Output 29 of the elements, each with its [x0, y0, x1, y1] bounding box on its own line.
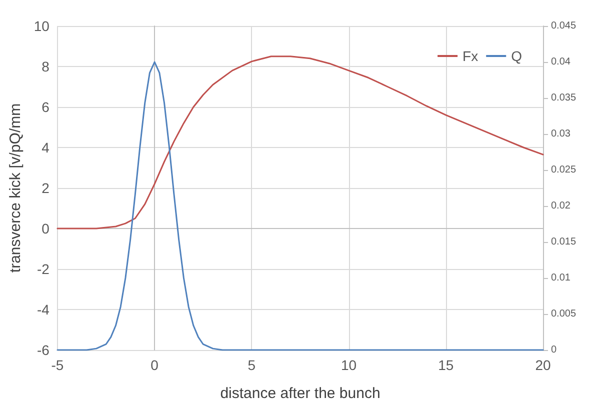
- y-tick-label: 2: [42, 180, 50, 196]
- y2-tick-label: 0.035: [551, 92, 576, 104]
- y-tick-label: 6: [42, 99, 50, 115]
- legend-label: Q: [511, 48, 522, 64]
- y-tick-label: -4: [37, 302, 50, 318]
- y2-tick-label: 0.02: [551, 200, 571, 212]
- y2-tick-label: 0.01: [551, 272, 571, 284]
- x-tick-label: 15: [438, 357, 454, 373]
- y-tick-label: -2: [37, 261, 50, 277]
- x-tick-label: 5: [248, 357, 256, 373]
- y2-tick-label: 0.04: [551, 56, 571, 68]
- y-tick-label: 10: [34, 18, 50, 34]
- legend-label: Fx: [462, 48, 478, 64]
- y2-tick-label: 0.025: [551, 164, 576, 176]
- y-tick-label: 0: [42, 220, 50, 236]
- y-tick-label: -6: [37, 342, 50, 358]
- x-axis-title: distance after the bunch: [220, 385, 380, 402]
- y2-tick-label: 0.03: [551, 128, 571, 140]
- y-axis-title: transverce kick [v/pQ/mm: [7, 103, 24, 273]
- y2-tick-label: 0: [551, 344, 557, 356]
- y2-tick-label: 0.045: [551, 20, 576, 32]
- y2-tick-label: 0.005: [551, 308, 576, 320]
- y-tick-label: 8: [42, 58, 50, 74]
- x-tick-label: 0: [150, 357, 159, 373]
- x-tick-label: 20: [535, 357, 551, 373]
- x-tick-label: -5: [51, 357, 64, 373]
- y-tick-label: 4: [42, 140, 50, 156]
- x-tick-label: 10: [341, 357, 357, 373]
- y2-tick-label: 0.015: [551, 236, 576, 248]
